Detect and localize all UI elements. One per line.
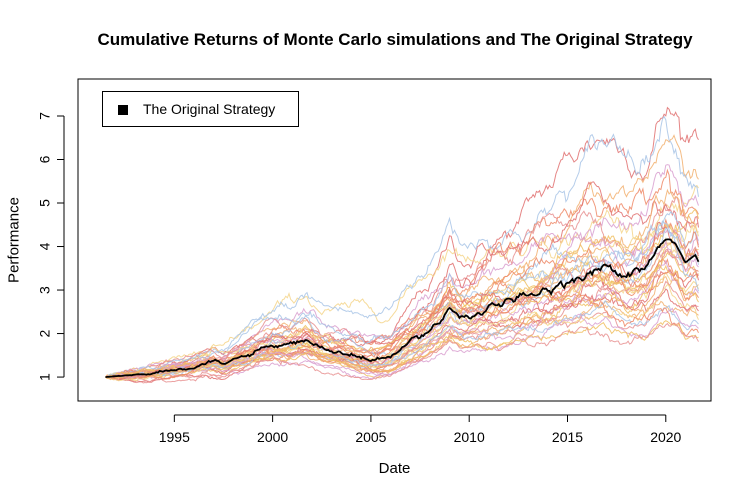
legend-swatch-original bbox=[118, 105, 128, 115]
y-tick-label: 4 bbox=[37, 242, 53, 250]
plot-frame bbox=[77, 78, 712, 402]
x-tick-label: 2010 bbox=[454, 429, 485, 445]
y-tick-label: 1 bbox=[37, 373, 53, 381]
legend-label-original: The Original Strategy bbox=[143, 101, 276, 117]
simulation-line bbox=[105, 184, 699, 380]
original-strategy-line bbox=[105, 238, 700, 378]
x-tick-label: 1995 bbox=[159, 429, 190, 445]
simulation-line bbox=[105, 236, 699, 381]
simulation-line bbox=[105, 280, 699, 383]
simulation-line bbox=[105, 307, 699, 380]
y-tick-label: 5 bbox=[37, 199, 53, 207]
simulation-line bbox=[105, 181, 699, 383]
simulation-line bbox=[105, 300, 699, 379]
simulation-line bbox=[105, 322, 699, 381]
simulation-line bbox=[105, 285, 699, 380]
x-axis: 1995 2000 2005 2010 2015 2020 bbox=[159, 414, 682, 445]
simulation-line bbox=[105, 227, 699, 378]
y-axis-label: Performance bbox=[5, 197, 23, 283]
y-axis: 1 2 3 4 5 6 7 bbox=[37, 112, 65, 381]
y-tick-label: 2 bbox=[37, 329, 53, 337]
chart-title: Cumulative Returns of Monte Carlo simula… bbox=[97, 30, 693, 49]
original-strategy-line-group bbox=[105, 238, 700, 378]
simulation-line bbox=[105, 287, 699, 380]
y-tick-label: 3 bbox=[37, 286, 53, 294]
legend: The Original Strategy bbox=[102, 91, 299, 127]
y-tick-label: 6 bbox=[37, 155, 53, 163]
simulation-line bbox=[105, 115, 699, 378]
x-tick-label: 2005 bbox=[355, 429, 386, 445]
x-tick-label: 2000 bbox=[257, 429, 288, 445]
y-tick-label: 7 bbox=[37, 112, 53, 120]
x-axis-label: Date bbox=[378, 460, 411, 477]
x-tick-label: 2015 bbox=[552, 429, 583, 445]
simulation-line bbox=[105, 320, 699, 379]
simulation-lines bbox=[105, 106, 699, 384]
x-tick-label: 2020 bbox=[650, 429, 681, 445]
simulation-line bbox=[105, 259, 699, 379]
